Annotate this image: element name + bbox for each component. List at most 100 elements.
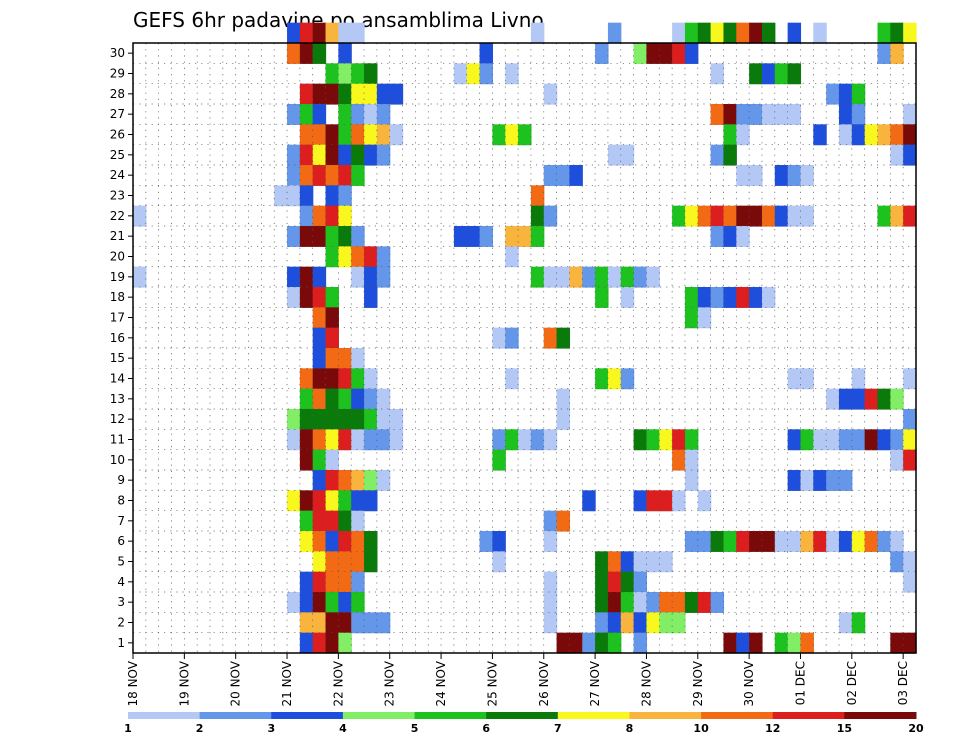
heatmap-cell (633, 592, 648, 613)
heatmap-cell (312, 348, 327, 369)
heatmap-cell (325, 22, 339, 44)
heatmap-cell (761, 287, 776, 308)
heatmap-cell (325, 307, 339, 329)
heatmap-cell (659, 490, 673, 512)
heatmap-cell (890, 388, 904, 410)
heatmap-cell (364, 63, 378, 85)
colorbar-segment (772, 712, 845, 719)
colorbar-label: 4 (339, 722, 347, 735)
heatmap-cell (813, 429, 827, 451)
y-tick-label: 7 (117, 514, 125, 528)
heatmap-cell (620, 551, 635, 573)
colorbar-label: 2 (196, 722, 204, 735)
heatmap-cell (838, 531, 853, 552)
heatmap-cell (890, 43, 904, 64)
heatmap-cell (364, 612, 378, 634)
heatmap-cell (890, 144, 904, 166)
heatmap-cell (312, 470, 327, 491)
heatmap-cell (890, 22, 904, 44)
heatmap-cell (800, 205, 814, 227)
heatmap-cell (364, 429, 378, 451)
heatmap-cell (800, 429, 814, 451)
x-axis-ticks: 18 NOV 19 NOV 20 NOV 21 NOV 22 NOV 23 NOV 24 N… (126, 653, 910, 707)
heatmap-cell (864, 388, 879, 410)
heatmap-cell (633, 266, 648, 288)
heatmap-cell (826, 531, 840, 552)
heatmap-cell (556, 266, 571, 288)
y-tick-label: 27 (110, 107, 125, 121)
heatmap-cell (351, 409, 365, 430)
heatmap-cell (376, 246, 391, 268)
heatmap-cell (299, 185, 314, 207)
y-tick-label: 8 (117, 494, 125, 508)
heatmap-cell (672, 43, 686, 64)
heatmap-cell (325, 531, 339, 552)
heatmap-cell (800, 368, 814, 390)
heatmap-cell (338, 612, 352, 634)
heatmap-cell (351, 246, 365, 268)
heatmap-cell (813, 470, 827, 491)
heatmap-cell (723, 531, 737, 552)
heatmap-cell (800, 470, 814, 491)
heatmap-cell (543, 531, 558, 552)
heatmap-cell (903, 205, 917, 227)
heatmap-cell (633, 43, 648, 64)
heatmap-cell (774, 531, 789, 552)
colorbar-label: 7 (554, 722, 562, 735)
heatmap-cell (736, 531, 750, 552)
heatmap-cell (338, 348, 352, 369)
heatmap-cell (620, 571, 635, 593)
heatmap-cell (338, 368, 352, 390)
heatmap-cell (312, 307, 327, 329)
colorbar-segment (629, 712, 702, 719)
heatmap-cell (556, 632, 571, 654)
heatmap-cell (633, 490, 648, 512)
heatmap-cell (325, 144, 339, 166)
heatmap-cell (684, 287, 699, 308)
x-tick-label: 18 NOV (126, 660, 140, 706)
heatmap-cell (851, 612, 866, 634)
heatmap-cell (364, 104, 378, 125)
heatmap-cell (672, 612, 686, 634)
x-tick-label: 24 NOV (434, 660, 448, 706)
heatmap-cell (543, 327, 558, 349)
heatmap-cell (325, 185, 339, 207)
heatmap-cell (595, 43, 609, 64)
heatmap-cell (479, 226, 494, 247)
x-tick-label: 27 NOV (588, 660, 602, 706)
heatmap-cell (838, 612, 853, 634)
heatmap-cell (761, 104, 776, 125)
heatmap-cell (633, 429, 648, 451)
heatmap-cell (338, 104, 352, 125)
x-tick-label: 21 NOV (280, 660, 294, 706)
heatmap-cell (646, 551, 660, 573)
heatmap-cell (543, 510, 558, 532)
heatmap-cell (351, 429, 365, 451)
heatmap-cell (492, 327, 506, 349)
heatmap-cell (736, 287, 750, 308)
heatmap-cell (364, 287, 378, 308)
heatmap-cell (312, 490, 327, 512)
heatmap-cell (723, 226, 737, 247)
heatmap-cell (569, 165, 583, 186)
heatmap-cell (684, 307, 699, 329)
y-tick-label: 20 (110, 250, 125, 264)
heatmap-cell (684, 592, 699, 613)
heatmap-cell (595, 287, 609, 308)
heatmap-cell (299, 226, 314, 247)
heatmap-cell (838, 429, 853, 451)
heatmap-cell (530, 185, 545, 207)
heatmap-cell (351, 144, 365, 166)
x-tick-label: 26 NOV (537, 660, 551, 706)
heatmap-cell (312, 104, 327, 125)
x-tick-label: 22 NOV (331, 660, 345, 706)
heatmap-cell (505, 429, 519, 451)
y-tick-label: 13 (110, 392, 125, 406)
heatmap-cell (338, 226, 352, 247)
heatmap-cell (325, 490, 339, 512)
heatmap-cell (761, 205, 776, 227)
heatmap-cell (826, 429, 840, 451)
heatmap-cell (710, 531, 725, 552)
y-tick-label: 18 (110, 290, 125, 304)
heatmap-cell (620, 144, 635, 166)
